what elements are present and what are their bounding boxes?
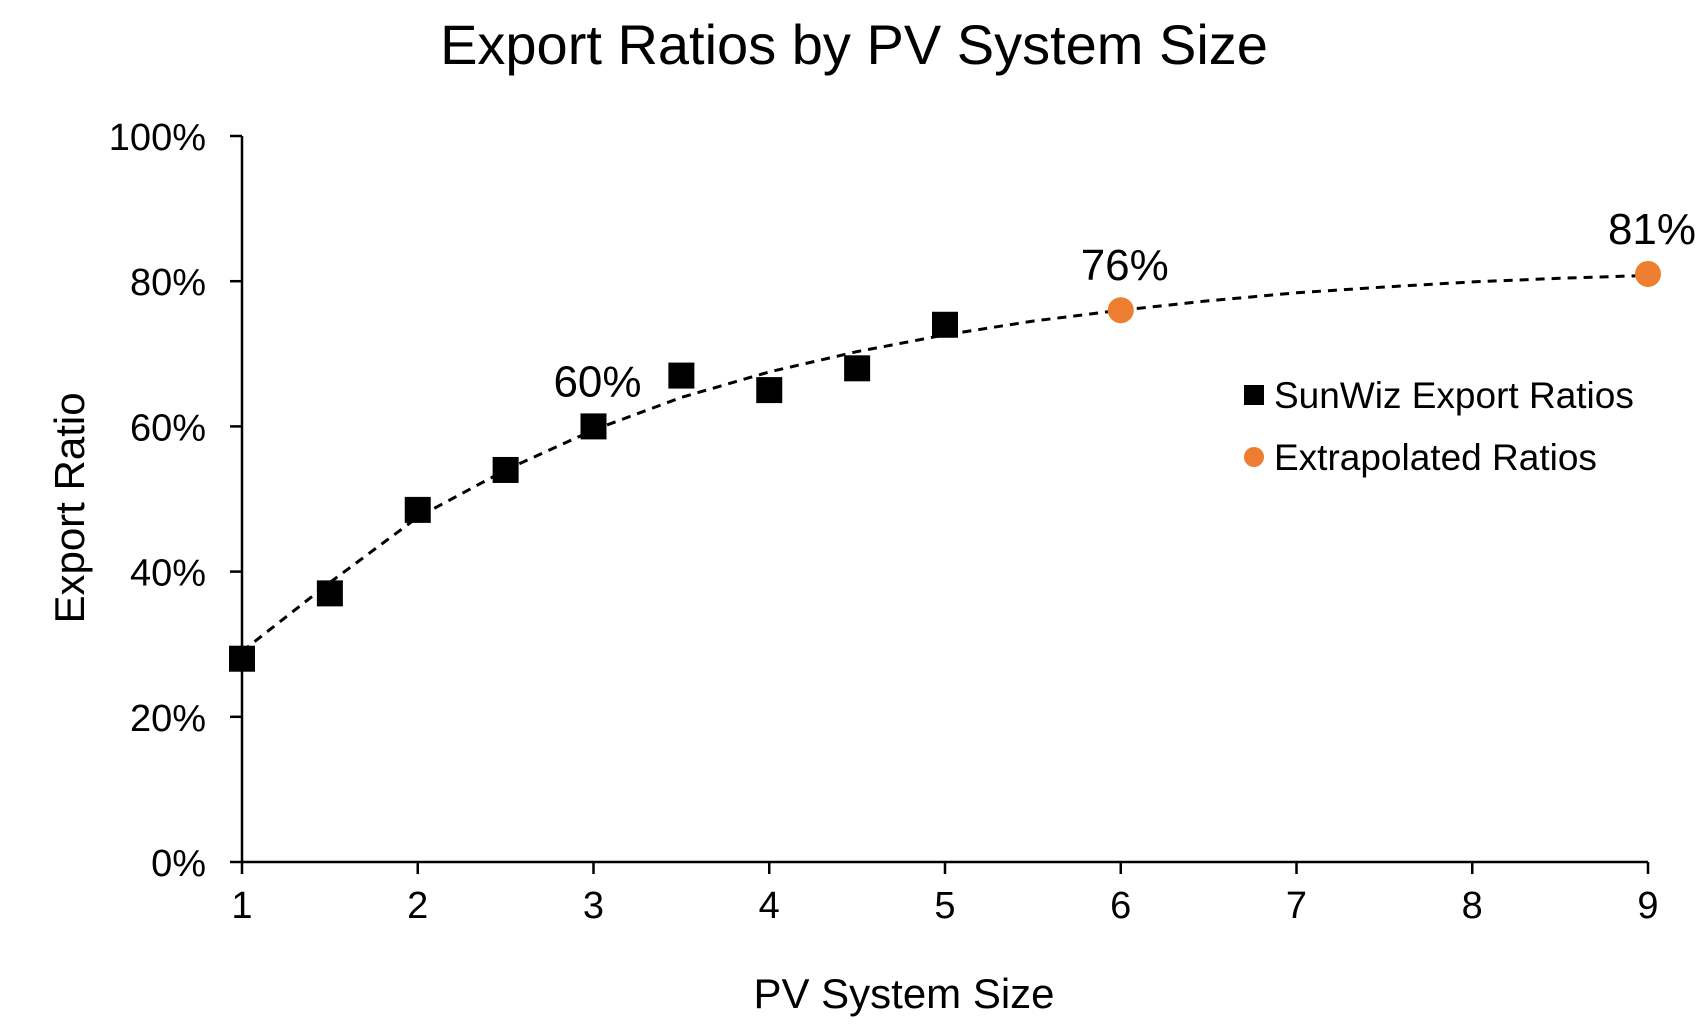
x-tick-label: 1 <box>231 885 252 927</box>
data-point-circle <box>1107 297 1134 324</box>
x-tick-label: 4 <box>759 885 780 927</box>
x-tick-label: 5 <box>934 885 955 927</box>
data-points <box>229 260 1661 672</box>
legend-label: SunWiz Export Ratios <box>1274 375 1634 416</box>
data-point-square <box>844 355 871 382</box>
data-point-square <box>932 311 958 338</box>
y-axis-label: Export Ratio <box>46 392 93 623</box>
data-labels: 60% 76% 81% <box>553 205 1696 406</box>
x-tick-label: 7 <box>1286 885 1307 927</box>
trendline-path <box>241 273 1649 653</box>
data-label: 60% <box>553 357 641 406</box>
data-label: 76% <box>1081 241 1169 290</box>
data-point-square <box>492 456 519 483</box>
data-point-square <box>668 362 695 389</box>
x-tick-label: 8 <box>1462 885 1483 927</box>
x-axis-label: PV System Size <box>753 970 1054 1017</box>
legend: SunWiz Export Ratios Extrapolated Ratios <box>1244 375 1634 478</box>
x-tick-label: 2 <box>407 885 428 927</box>
y-tick-label: 80% <box>130 262 206 304</box>
trendline <box>241 273 1649 653</box>
axes: 0% 20% 40% 60% 80% 100% 1 2 3 4 5 6 7 8 9 <box>109 117 1659 927</box>
data-point-square <box>756 377 783 404</box>
y-tick-label: 100% <box>109 117 206 159</box>
legend-marker-square <box>1244 385 1264 405</box>
data-point-square <box>404 496 431 523</box>
data-point-square <box>316 580 343 607</box>
y-tick-label: 20% <box>130 698 206 740</box>
chart-title: Export Ratios by PV System Size <box>440 13 1268 76</box>
x-tick-label: 3 <box>583 885 604 927</box>
legend-label: Extrapolated Ratios <box>1274 437 1597 478</box>
data-point-square <box>229 645 255 672</box>
y-tick-label: 0% <box>151 843 206 885</box>
x-tick-label: 9 <box>1637 885 1658 927</box>
y-tick-label: 60% <box>130 407 206 449</box>
legend-marker-circle <box>1244 447 1264 467</box>
x-tick-label: 6 <box>1110 885 1131 927</box>
y-tick-label: 40% <box>130 553 206 595</box>
data-point-square <box>580 413 607 440</box>
data-label: 81% <box>1608 205 1696 254</box>
data-point-circle <box>1635 260 1661 287</box>
